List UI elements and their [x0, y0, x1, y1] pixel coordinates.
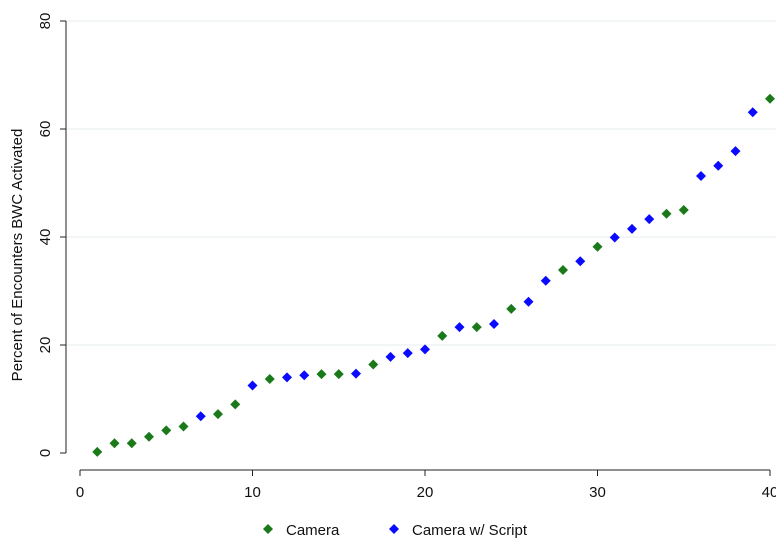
point-camera-w-script-12	[282, 372, 292, 383]
axes: 0 20 40 60 80 0 10 20 30 40 Percent of Encounters …	[9, 13, 776, 501]
point-camera-25	[506, 303, 517, 314]
point-camera-w-script-31	[609, 232, 620, 243]
point-camera-4	[144, 431, 154, 442]
point-camera-28	[558, 264, 568, 275]
point-camera-15	[333, 369, 344, 380]
point-camera-5	[161, 425, 172, 436]
point-camera-w-script-7	[195, 411, 206, 422]
point-camera-w-script-22	[454, 322, 465, 333]
point-camera-w-script-19	[402, 348, 413, 359]
point-camera-2	[109, 438, 120, 449]
point-camera-w-script-26	[523, 296, 534, 307]
point-camera-w-script-16	[351, 368, 361, 379]
grid-lines	[66, 20, 776, 346]
point-camera-w-script-37	[713, 160, 724, 171]
x-tick-label-20: 20	[417, 484, 434, 501]
point-camera-6	[178, 421, 189, 432]
y-tick-label-0: 0	[37, 449, 54, 457]
point-camera-30	[592, 241, 603, 252]
point-camera-w-script-10	[247, 380, 258, 391]
point-camera-w-script-39	[747, 107, 758, 118]
x-tick-label-40: 40	[762, 484, 776, 501]
x-tick-label-10: 10	[244, 484, 261, 501]
point-camera-40	[765, 93, 775, 104]
legend-marker-camera-w-script	[389, 524, 399, 534]
point-camera-21	[437, 330, 448, 341]
y-tick-label-40: 40	[37, 229, 54, 246]
point-camera-w-script-32	[627, 223, 637, 234]
point-camera-w-script-13	[299, 370, 310, 381]
point-camera-9	[230, 399, 241, 410]
point-camera-w-script-33	[644, 214, 655, 225]
point-camera-1	[92, 446, 103, 457]
point-camera-14	[316, 369, 327, 380]
y-tick-label-60: 60	[37, 121, 54, 138]
point-camera-34	[661, 208, 672, 219]
point-camera-3	[126, 438, 137, 449]
x-tick-label-30: 30	[589, 484, 606, 501]
y-axis-title: Percent of Encounters BWC Activated	[9, 129, 26, 382]
data-points	[92, 93, 775, 457]
point-camera-w-script-29	[575, 256, 586, 267]
legend-label-camera-w-script: Camera w/ Script	[412, 522, 528, 539]
point-camera-w-script-18	[385, 351, 396, 362]
legend-marker-camera	[263, 524, 273, 534]
y-tick-label-80: 80	[37, 13, 54, 30]
point-camera-w-script-20	[420, 344, 430, 355]
point-camera-23	[471, 322, 482, 333]
y-tick-label-20: 20	[37, 337, 54, 354]
point-camera-8	[213, 409, 223, 420]
point-camera-35	[678, 205, 689, 215]
legend-label-camera: Camera	[286, 522, 340, 539]
point-camera-w-script-38	[730, 146, 741, 157]
point-camera-11	[264, 374, 275, 385]
point-camera-17	[368, 359, 379, 370]
point-camera-w-script-36	[696, 170, 706, 181]
point-camera-w-script-24	[489, 318, 499, 329]
x-tick-label-0: 0	[76, 484, 84, 501]
legend: Camera Camera w/ Script	[263, 522, 528, 539]
point-camera-w-script-27	[540, 275, 551, 286]
